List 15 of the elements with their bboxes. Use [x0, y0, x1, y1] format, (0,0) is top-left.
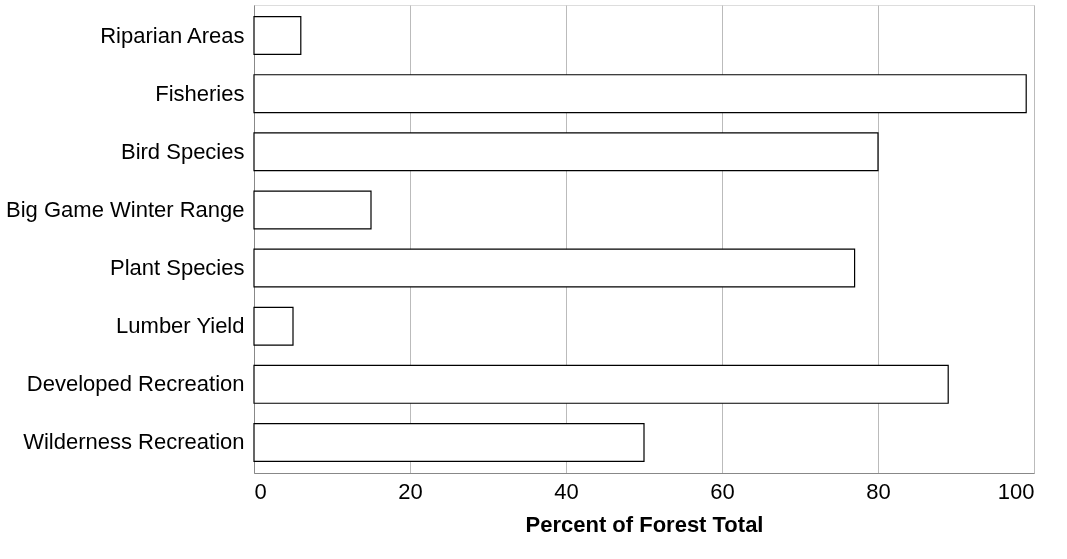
y-tick-label: Plant Species — [109, 255, 245, 281]
y-tick-label: Lumber Yield — [116, 313, 245, 339]
x-axis-title: Percent of Forest Total — [525, 511, 764, 537]
x-tick-label: 100 — [997, 478, 1035, 504]
x-tick-label: 20 — [398, 478, 423, 504]
x-tick-label: 40 — [554, 478, 579, 504]
x-tick-label: 0 — [254, 478, 267, 504]
y-tick-label: Big Game Winter Range — [6, 196, 245, 222]
y-tick-label: Wilderness Recreation — [23, 429, 245, 455]
y-tick-label: Fisheries — [155, 80, 245, 106]
y-tick-label: Riparian Areas — [100, 22, 245, 48]
y-tick-label: Bird Species — [120, 138, 245, 164]
x-tick-label: 60 — [710, 478, 735, 504]
x-tick-label: 80 — [866, 478, 891, 504]
y-tick-label: Developed Recreation — [26, 371, 245, 397]
